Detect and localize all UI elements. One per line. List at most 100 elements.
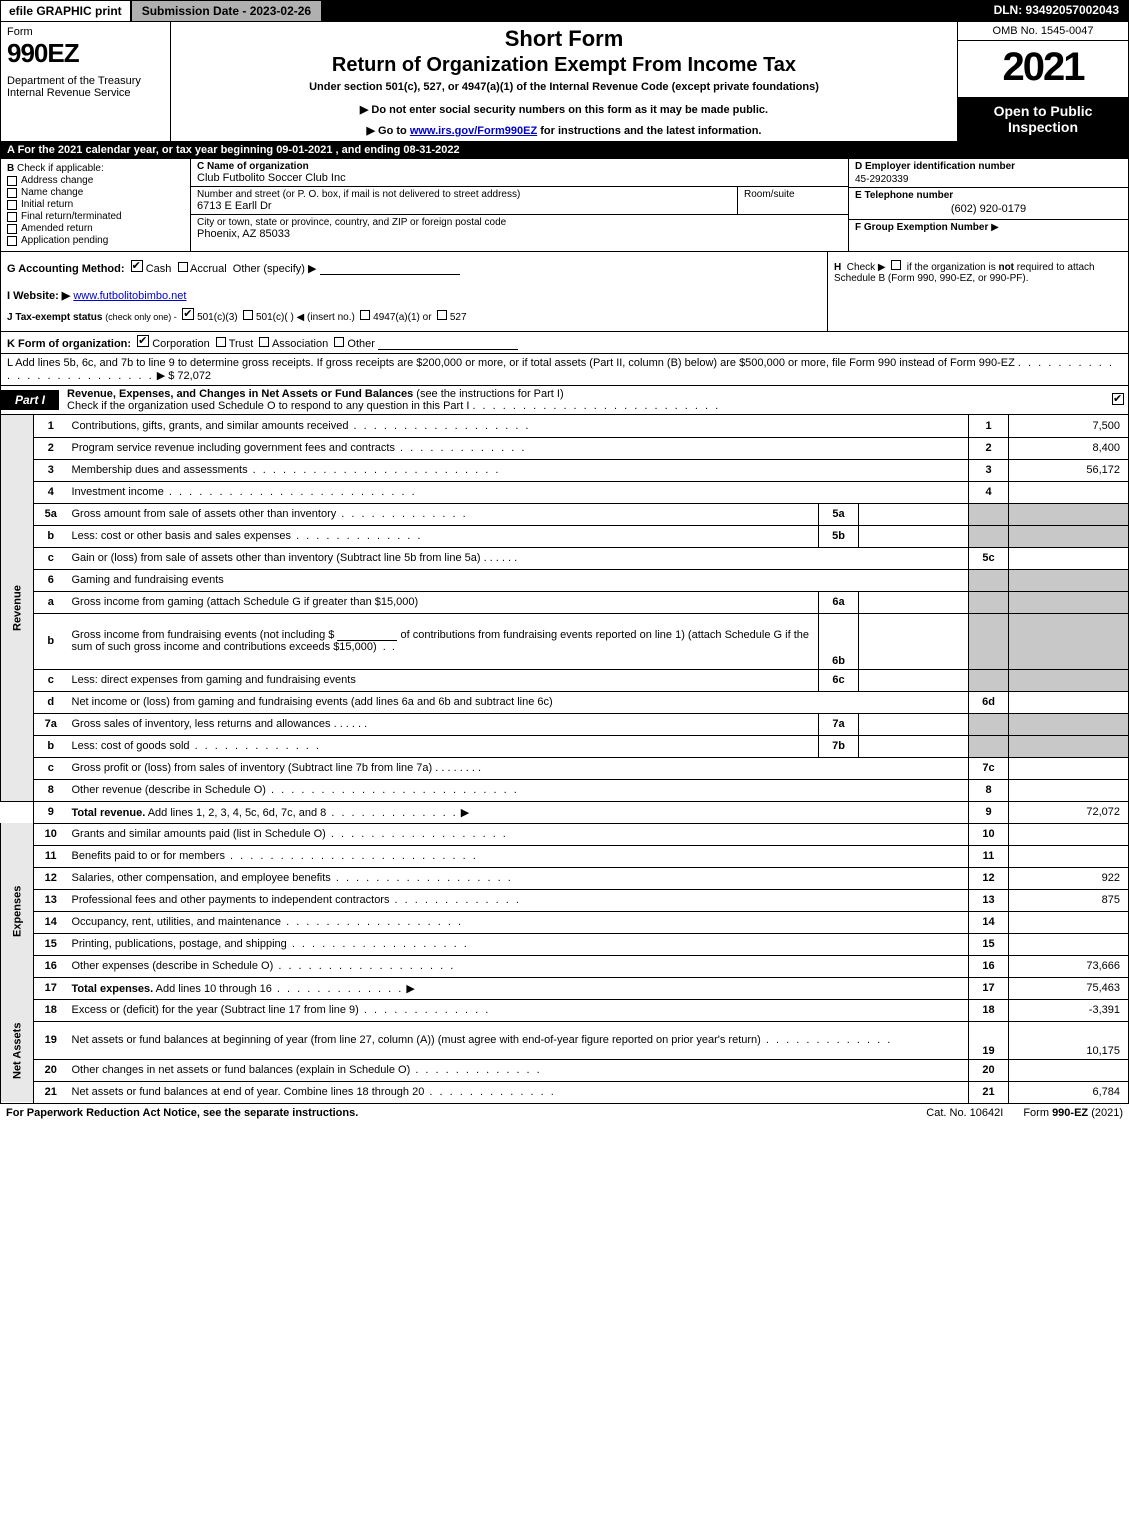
row-6: 6 Gaming and fundraising events — [1, 569, 1129, 591]
footer-left: For Paperwork Reduction Act Notice, see … — [6, 1107, 906, 1119]
ln5c-no: c — [34, 547, 68, 569]
d-label: D Employer identification number — [855, 161, 1122, 172]
chk-accrual[interactable] — [178, 262, 188, 272]
j-4947: 4947(a)(1) or — [373, 312, 431, 323]
j-note: (check only one) - — [105, 312, 177, 322]
ln3-num: 3 — [969, 459, 1009, 481]
ln12-no: 12 — [34, 867, 68, 889]
ln15-desc: Printing, publications, postage, and shi… — [68, 933, 969, 955]
ln9-arrow — [458, 807, 470, 819]
cash-label: Cash — [146, 263, 172, 275]
c-city-label: City or town, state or province, country… — [197, 217, 842, 228]
other-specify-blank[interactable] — [320, 263, 460, 275]
ln5b-num — [969, 525, 1009, 547]
ln11-text: Benefits paid to or for members — [72, 850, 225, 862]
ln18-num: 18 — [969, 999, 1009, 1021]
ln4-no: 4 — [34, 481, 68, 503]
chk-final[interactable] — [7, 212, 17, 222]
chk-trust[interactable] — [216, 337, 226, 347]
ln11-num: 11 — [969, 845, 1009, 867]
ln1-amt: 7,500 — [1009, 415, 1129, 437]
ln7c-desc: Gross profit or (loss) from sales of inv… — [68, 757, 969, 779]
ln7b-dots — [190, 740, 321, 752]
ln7a-num — [969, 713, 1009, 735]
ln20-desc: Other changes in net assets or fund bala… — [68, 1059, 969, 1081]
app-pending-label: Application pending — [21, 235, 108, 246]
chk-corp[interactable] — [137, 335, 149, 347]
ln7b-midval — [859, 735, 969, 757]
chk-527[interactable] — [437, 310, 447, 320]
chk-other-org[interactable] — [334, 337, 344, 347]
ln13-text: Professional fees and other payments to … — [72, 894, 390, 906]
ln20-no: 20 — [34, 1059, 68, 1081]
efile-label[interactable]: efile GRAPHIC print — [0, 0, 131, 22]
ln6b-blank[interactable] — [337, 629, 397, 641]
ln7b-amt — [1009, 735, 1129, 757]
ln10-text: Grants and similar amounts paid (list in… — [72, 828, 326, 840]
ln7a-amt — [1009, 713, 1129, 735]
final-label: Final return/terminated — [21, 211, 122, 222]
ln3-desc: Membership dues and assessments — [68, 459, 969, 481]
form-header: Form 990EZ Department of the Treasury In… — [0, 22, 1129, 142]
ln3-no: 3 — [34, 459, 68, 481]
ln19-no: 19 — [34, 1021, 68, 1059]
chk-app-pending[interactable] — [7, 236, 17, 246]
ln7a-midval — [859, 713, 969, 735]
c-street-label: Number and street (or P. O. box, if mail… — [197, 189, 731, 200]
footer-right-pre: Form — [1023, 1107, 1052, 1119]
ln17-bold: Total expenses. — [72, 983, 154, 995]
chk-part1-schedO[interactable] — [1112, 393, 1124, 405]
j-527: 527 — [450, 312, 467, 323]
goto-post: for instructions and the latest informat… — [537, 125, 761, 137]
ln16-dots — [273, 960, 455, 972]
ln20-text: Other changes in net assets or fund bala… — [72, 1064, 411, 1076]
part1-check-line: Check if the organization used Schedule … — [67, 400, 469, 412]
ln9-amt: 72,072 — [1009, 801, 1129, 823]
row-6b: b Gross income from fundraising events (… — [1, 613, 1129, 669]
row-6d: d Net income or (loss) from gaming and f… — [1, 691, 1129, 713]
j-label: J Tax-exempt status — [7, 312, 102, 323]
chk-initial[interactable] — [7, 200, 17, 210]
ln21-amt: 6,784 — [1009, 1081, 1129, 1103]
ln19-dots — [761, 1034, 892, 1046]
ln5a-desc: Gross amount from sale of assets other t… — [68, 503, 819, 525]
ln19-desc: Net assets or fund balances at beginning… — [68, 1021, 969, 1059]
ln7b-no: b — [34, 735, 68, 757]
part1-desc: Revenue, Expenses, and Changes in Net As… — [59, 386, 1108, 414]
chk-assoc[interactable] — [259, 337, 269, 347]
chk-4947[interactable] — [360, 310, 370, 320]
chk-addr-change[interactable] — [7, 176, 17, 186]
k-other-blank[interactable] — [378, 338, 518, 350]
part1-note: (see the instructions for Part I) — [416, 388, 563, 400]
ln7c-num: 7c — [969, 757, 1009, 779]
ln9-bold: Total revenue. — [72, 807, 146, 819]
row-5c: c Gain or (loss) from sale of assets oth… — [1, 547, 1129, 569]
ln6-amt — [1009, 569, 1129, 591]
website-link[interactable]: www.futbolitobimbo.net — [73, 290, 186, 302]
section-bcdef: B Check if applicable: Address change Na… — [0, 159, 1129, 252]
chk-501c3[interactable] — [182, 308, 194, 320]
b-check-if: Check if applicable: — [17, 163, 104, 174]
h-text1: Check ▶ — [847, 262, 886, 273]
ln16-num: 16 — [969, 955, 1009, 977]
form-number: 990EZ — [7, 38, 164, 69]
row-8: 8 Other revenue (describe in Schedule O)… — [1, 779, 1129, 801]
ln10-no: 10 — [34, 823, 68, 845]
chk-h[interactable] — [891, 260, 901, 270]
b-label: B — [7, 163, 14, 174]
chk-501c[interactable] — [243, 310, 253, 320]
k-trust: Trust — [229, 338, 254, 350]
header-center: Short Form Return of Organization Exempt… — [171, 22, 958, 141]
name-change-label: Name change — [21, 187, 83, 198]
row-5b: b Less: cost or other basis and sales ex… — [1, 525, 1129, 547]
ln6d-num: 6d — [969, 691, 1009, 713]
chk-name-change[interactable] — [7, 188, 17, 198]
ln15-text: Printing, publications, postage, and shi… — [72, 938, 287, 950]
goto-link[interactable]: www.irs.gov/Form990EZ — [410, 125, 537, 137]
f-block: F Group Exemption Number ▶ — [849, 220, 1128, 251]
chk-amended[interactable] — [7, 224, 17, 234]
k-label: K Form of organization: — [7, 338, 131, 350]
chk-cash[interactable] — [131, 260, 143, 272]
e-label: E Telephone number — [855, 190, 1122, 201]
ln6d-desc: Net income or (loss) from gaming and fun… — [68, 691, 969, 713]
